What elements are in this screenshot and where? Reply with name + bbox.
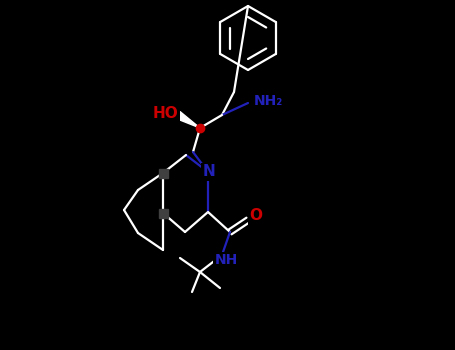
Text: HO: HO bbox=[153, 106, 179, 121]
Text: N: N bbox=[202, 164, 215, 180]
Text: NH: NH bbox=[214, 253, 238, 267]
Text: N: N bbox=[202, 164, 215, 180]
Bar bbox=[158, 209, 167, 217]
Text: O: O bbox=[249, 209, 263, 224]
Polygon shape bbox=[176, 112, 200, 128]
Bar bbox=[158, 168, 167, 177]
Text: NH₂: NH₂ bbox=[253, 94, 283, 108]
